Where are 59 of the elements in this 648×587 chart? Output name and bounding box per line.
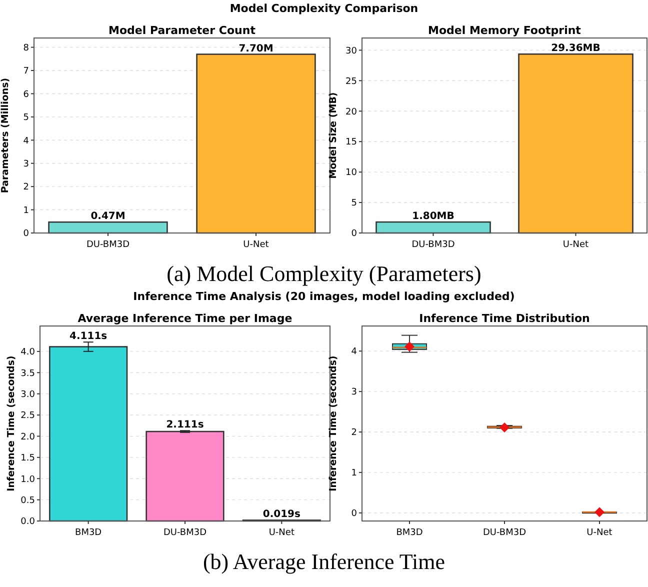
chart-title: Inference Time Distribution <box>419 312 590 325</box>
y-tick-label: 2.0 <box>20 432 36 442</box>
data-label: 4.111s <box>70 331 108 342</box>
x-tick-label: DU-BM3D <box>86 240 130 250</box>
data-label: 1.80MB <box>412 211 454 222</box>
y-tick-label: 3.0 <box>20 390 36 400</box>
y-tick-label: 2 <box>351 428 357 438</box>
y-tick-label: 6 <box>23 90 30 100</box>
y-tick-label: 4 <box>351 347 358 358</box>
data-label: 7.70M <box>238 43 274 54</box>
y-tick-label: 25 <box>346 76 357 87</box>
text: (b) Average Inference Time <box>202 549 446 574</box>
x-tick-label: U-Net <box>562 240 590 250</box>
y-tick-label: 1.0 <box>20 474 36 485</box>
y-tick-label: 1 <box>351 468 357 479</box>
x-tick-label: BM3D <box>75 528 102 538</box>
y-axis-title: Inference Time (seconds) <box>6 356 17 492</box>
y-tick-label: 3 <box>351 388 357 398</box>
y-tick-label: 0 <box>23 229 30 240</box>
y-tick-label: 5 <box>23 113 29 124</box>
y-axis-title: Parameters (Millions) <box>0 78 11 194</box>
chart-subtitle: Inference Time Analysis (20 images, model loading excluded) <box>133 290 515 303</box>
y-tick-label: 4.0 <box>20 348 36 358</box>
y-axis-title: Model Size (MB) <box>328 92 339 179</box>
y-tick-label: 3.5 <box>20 368 35 379</box>
chart-subtitle: Model Complexity Comparison <box>230 2 418 15</box>
data-label: 29.36MB <box>551 43 600 54</box>
data-label: 0.019s <box>262 509 300 520</box>
y-tick-label: 20 <box>346 107 358 118</box>
y-tick-label: 7 <box>23 66 29 77</box>
y-tick-label: 2 <box>23 182 29 193</box>
y-axis-title: Inference Time (seconds) <box>328 356 339 492</box>
y-tick-label: 4 <box>23 136 30 146</box>
y-tick-label: 15 <box>346 138 357 148</box>
y-tick-label: 0 <box>351 229 358 240</box>
x-tick-label: U-Net <box>268 528 295 538</box>
x-tick-label: DU-BM3D <box>412 240 455 250</box>
y-tick-label: 0 <box>351 509 358 520</box>
y-tick-label: 1.5 <box>20 454 35 464</box>
y-tick-label: 3 <box>23 160 29 170</box>
chart-title: Average Inference Time per Image <box>78 312 292 325</box>
y-tick-label: 0.5 <box>20 496 35 506</box>
y-tick-label: 5 <box>351 198 357 209</box>
y-tick-label: 8 <box>23 43 30 54</box>
text: (a) Model Complexity (Parameters) <box>166 261 482 286</box>
x-tick-label: U-Net <box>586 528 613 538</box>
y-tick-label: 1 <box>23 206 29 216</box>
x-tick-label: DU-BM3D <box>482 528 526 538</box>
x-tick-label: DU-BM3D <box>163 528 207 538</box>
y-tick-label: 2.5 <box>20 411 35 422</box>
chart-title: Model Parameter Count <box>108 24 256 37</box>
y-tick-label: 30 <box>346 46 358 56</box>
data-label: 2.111s <box>166 420 204 431</box>
y-tick-label: 0.0 <box>20 517 36 528</box>
chart-title: Model Memory Footprint <box>428 24 581 37</box>
y-tick-label: 10 <box>346 168 358 178</box>
data-label: 0.47M <box>90 211 126 222</box>
x-tick-label: BM3D <box>396 528 423 538</box>
x-tick-label: U-Net <box>243 240 270 250</box>
